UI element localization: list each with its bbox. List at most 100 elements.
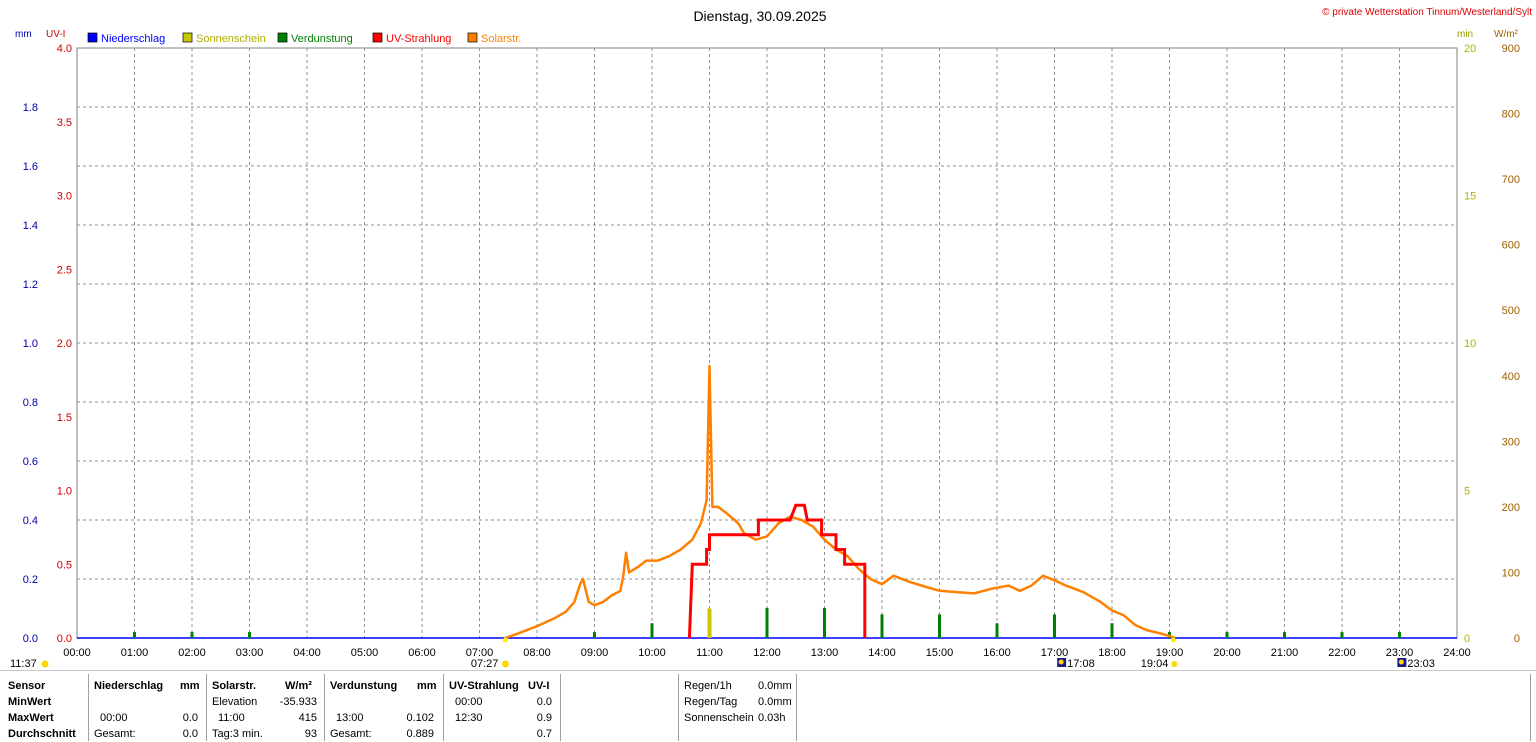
legend-swatch xyxy=(467,32,478,43)
evaporation-bar xyxy=(938,614,941,638)
uv-tick-label: 4.0 xyxy=(57,43,72,55)
min-tick-label: 0 xyxy=(1464,633,1470,645)
moon-phase-dot-2 xyxy=(1398,659,1404,665)
x-tick-label: 07:00 xyxy=(466,647,494,659)
evaporation-bar xyxy=(593,632,596,638)
x-tick-label: 00:00 xyxy=(63,647,91,659)
x-tick-label: 24:00 xyxy=(1443,647,1471,659)
uv-title: UV-Strahlung xyxy=(449,680,519,692)
verd-avg-val: 0.889 xyxy=(406,728,434,740)
maxwert-label: MaxWert xyxy=(8,712,54,724)
uv-tick-label: 2.5 xyxy=(57,264,72,276)
chart-marks xyxy=(133,364,1401,640)
nieder-title: Niederschlag xyxy=(94,680,164,692)
col-sep-7 xyxy=(796,674,797,741)
uv-tick-label: 1.0 xyxy=(57,486,72,498)
nieder-max-val: 0.0 xyxy=(182,712,198,724)
moonset-time: 11:37 xyxy=(10,658,37,670)
col-sep-5 xyxy=(560,674,561,741)
min-unit-label: min xyxy=(1457,29,1473,40)
chart-title: Dienstag, 30.09.2025 xyxy=(693,8,826,24)
evaporation-bar xyxy=(650,623,654,638)
uv-tick-label: 0.5 xyxy=(57,559,72,571)
rain-day-label: Regen/Tag xyxy=(684,696,738,708)
weather-chart: Dienstag, 30.09.2025 © private Wettersta… xyxy=(10,7,1532,670)
legend-label: Solarstr. xyxy=(481,33,521,45)
verd-avg-label: Gesamt: xyxy=(330,728,372,740)
uv-unit: UV-I xyxy=(528,680,550,692)
x-tick-label: 05:00 xyxy=(351,647,379,659)
x-tick-label: 01:00 xyxy=(121,647,149,659)
sunshine-label: Sonnenschein xyxy=(684,712,754,724)
evaporation-bar xyxy=(765,607,769,638)
summary-separator xyxy=(0,670,1536,671)
x-tick-label: 17:00 xyxy=(1041,647,1069,659)
min-tick-label: 5 xyxy=(1464,486,1470,498)
x-tick-label: 23:00 xyxy=(1386,647,1414,659)
sunshine-val: 0.03h xyxy=(758,712,786,724)
mm-tick-label: 1.4 xyxy=(23,220,38,232)
x-tick-label: 21:00 xyxy=(1271,647,1299,659)
x-tick-label: 10:00 xyxy=(638,647,666,659)
wm2-tick-label: 600 xyxy=(1502,240,1520,252)
evaporation-bar xyxy=(1398,632,1401,638)
x-tick-label: 04:00 xyxy=(293,647,321,659)
mm-tick-label: 0.2 xyxy=(23,574,38,586)
x-tick-label: 06:00 xyxy=(408,647,436,659)
evaporation-bar xyxy=(248,632,251,638)
evaporation-bar xyxy=(880,614,884,638)
uv-min-val: 0.0 xyxy=(536,696,552,708)
min-tick-label: 20 xyxy=(1464,43,1476,55)
x-tick-label: 13:00 xyxy=(811,647,839,659)
legend-label: Niederschlag xyxy=(101,33,165,45)
nieder-unit: mm xyxy=(180,680,200,692)
wm2-tick-label: 800 xyxy=(1502,109,1520,121)
wm2-tick-label: 100 xyxy=(1502,567,1520,579)
x-tick-label: 12:00 xyxy=(753,647,781,659)
axis-ticks: 00:00 01:00 02:00 03:00 04:00 05:00 06:00 07:00… xyxy=(23,43,1520,659)
verd-max-val: 0.102 xyxy=(406,712,434,724)
legend-label: Verdunstung xyxy=(291,33,353,45)
wm2-unit-label: W/m² xyxy=(1494,29,1519,40)
sunset-icon xyxy=(1171,661,1178,667)
min-tick-label: 15 xyxy=(1464,191,1476,203)
uv-tick-label: 1.5 xyxy=(57,412,72,424)
mm-tick-label: 1.2 xyxy=(23,279,38,291)
evaporation-bar xyxy=(1340,632,1344,638)
sunshine-bar xyxy=(707,608,712,638)
wm2-tick-label: 300 xyxy=(1502,436,1520,448)
solar-min-label: Elevation xyxy=(212,696,258,708)
rain-day-val: 0.0mm xyxy=(758,696,792,708)
sensor-label: Sensor xyxy=(8,680,46,692)
mm-tick-label: 0.6 xyxy=(23,456,38,468)
sun-icon xyxy=(501,660,509,668)
solar-avg-val: 93 xyxy=(304,728,317,740)
legend: Niederschlag Sonnenschein Verdunstung UV-St… xyxy=(87,32,521,45)
solar-radiation-line xyxy=(504,364,1176,640)
rain-1h-val: 0.0mm xyxy=(758,680,792,692)
moon-event-time-2: 23:03 xyxy=(1407,658,1435,670)
nieder-avg-label: Gesamt: xyxy=(94,728,136,740)
x-tick-label: 18:00 xyxy=(1098,647,1126,659)
x-tick-label: 02:00 xyxy=(178,647,206,659)
x-tick-label: 15:00 xyxy=(926,647,954,659)
uv-tick-label: 3.5 xyxy=(57,117,72,129)
legend-swatch xyxy=(182,32,193,43)
uv-max-time: 12:30 xyxy=(455,712,483,724)
mm-tick-label: 1.6 xyxy=(23,161,38,173)
col-sep-8 xyxy=(1530,674,1531,741)
legend-label: UV-Strahlung xyxy=(386,33,451,45)
rain-1h-label: Regen/1h xyxy=(684,680,732,692)
mm-tick-label: 0.0 xyxy=(23,633,38,645)
legend-label: Sonnenschein xyxy=(196,33,266,45)
uv-tick-label: 3.0 xyxy=(57,191,72,203)
uv-max-val: 0.9 xyxy=(536,712,552,724)
col-sep-4 xyxy=(443,674,444,741)
evaporation-bar xyxy=(823,607,826,638)
evaporation-bar xyxy=(1283,632,1286,638)
x-tick-label: 22:00 xyxy=(1328,647,1356,659)
solar-unit: W/m² xyxy=(285,680,312,692)
col-sep-3 xyxy=(324,674,325,741)
col-sep-1 xyxy=(88,674,89,741)
uv-unit-label: UV-I xyxy=(46,29,65,40)
